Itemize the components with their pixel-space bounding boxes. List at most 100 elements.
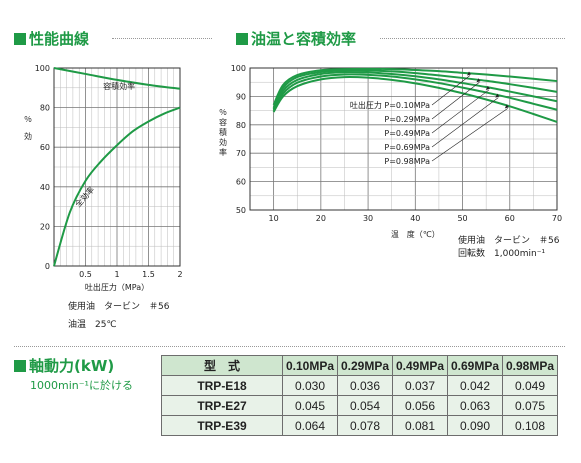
x-axis-label: 温 度（℃）: [391, 229, 440, 239]
table-row: TRP-E18 0.030 0.036 0.037 0.042 0.049: [161, 375, 558, 396]
y-tick-label: 60: [236, 178, 246, 187]
x-tick-label: 1: [114, 270, 119, 279]
left-oil-note: 使用油 タービン ＃56: [68, 302, 170, 312]
oil-temp-title: 油温と容積効率: [236, 28, 356, 49]
y-axis-label: ％: [219, 108, 227, 117]
series-line-5: [272, 75, 558, 123]
x-tick-label: 2: [177, 270, 182, 279]
y-tick-label: 100: [35, 64, 50, 73]
leader-line: [431, 81, 480, 120]
performance-curve-title-text: 性能曲線: [29, 30, 90, 48]
leader-arrow-icon: [485, 85, 490, 90]
shaft-power-title: 軸動力(kW): [14, 355, 114, 376]
table-cell: 0.064: [282, 415, 338, 436]
column-header: 0.10MPa: [282, 355, 338, 376]
table-cell: 0.054: [337, 395, 393, 416]
y-tick-label: 50: [236, 206, 246, 215]
leader-line: [431, 89, 490, 134]
x-tick-label: 60: [505, 214, 515, 223]
table-cell: 0.049: [502, 375, 558, 396]
right-rpm-note: 回転数 1,000min⁻¹: [458, 249, 546, 259]
table-row: TRP-E27 0.045 0.054 0.056 0.063 0.075: [161, 395, 558, 416]
y-tick-label: 60: [40, 143, 50, 152]
x-tick-label: 20: [316, 214, 326, 223]
table-cell: 0.030: [282, 375, 338, 396]
table-cell: 0.056: [392, 395, 448, 416]
y-axis-label: 容: [219, 117, 227, 127]
series-line-1: [272, 67, 558, 106]
table-cell: 0.078: [337, 415, 393, 436]
table-row: TRP-E39 0.064 0.078 0.081 0.090 0.108: [161, 415, 558, 436]
table-cell: 0.036: [337, 375, 393, 396]
x-tick-label: 30: [363, 214, 373, 223]
column-header: 0.69MPa: [447, 355, 503, 376]
right-oil-note: 使用油 タービン ＃56: [458, 236, 560, 246]
plot-frame: [53, 67, 181, 267]
y-axis-label: 率: [219, 147, 227, 157]
leader-arrow-icon: [495, 93, 500, 98]
y-tick-label: 20: [40, 222, 50, 231]
table-cell-model: TRP-E39: [161, 415, 283, 436]
series-line-3: [272, 71, 558, 110]
x-tick-label: 70: [552, 214, 562, 223]
y-axis-label: 効: [219, 137, 227, 147]
column-header: 型 式: [161, 355, 283, 376]
leader-line: [431, 108, 508, 162]
y-tick-label: 40: [40, 183, 50, 192]
shaft-power-table: 型 式 0.10MPa 0.29MPa 0.49MPa 0.69MPa 0.98…: [161, 355, 558, 436]
table-cell: 0.037: [392, 375, 448, 396]
x-tick-label: 0.5: [79, 270, 92, 279]
series-label: P=0.69MPa: [384, 143, 430, 152]
y-axis-label: 積: [219, 127, 227, 137]
series-label: 吐出圧力 P=0.10MPa: [350, 100, 430, 110]
series-label: P=0.29MPa: [384, 115, 430, 124]
series-label: 容積効率: [103, 81, 135, 91]
divider-dots: [112, 38, 212, 39]
column-header: 0.29MPa: [337, 355, 393, 376]
x-tick-label: 40: [410, 214, 420, 223]
table-cell: 0.063: [447, 395, 503, 416]
y-axis-label: ％: [24, 115, 32, 124]
series-label: P=0.98MPa: [384, 157, 430, 166]
y-tick-label: 0: [45, 262, 50, 271]
series-line-overall: [53, 106, 181, 267]
divider-dots: [14, 346, 565, 347]
leader-arrow-icon: [466, 71, 471, 76]
shaft-power-title-text: 軸動力(kW): [29, 357, 115, 375]
title-square-icon: [14, 33, 26, 45]
y-axis-label: 効: [24, 131, 32, 141]
x-tick-label: 10: [269, 214, 279, 223]
leader-line: [431, 75, 471, 106]
oil-temp-title-text: 油温と容積効率: [251, 30, 357, 48]
left-temp-note: 油温 25℃: [68, 320, 117, 330]
table-cell-model: TRP-E18: [161, 375, 283, 396]
series-line-4: [272, 73, 558, 112]
y-tick-label: 80: [40, 104, 50, 113]
y-tick-label: 70: [236, 149, 246, 158]
table-cell: 0.108: [502, 415, 558, 436]
table-cell: 0.090: [447, 415, 503, 436]
table-cell-model: TRP-E27: [161, 395, 283, 416]
oil-temp-chart: 50 60 70 80 90 100 10 20 30 40 50 60 70 温 度（℃） ％容積効率 吐出…: [219, 64, 562, 239]
x-axis-label: 吐出圧力（MPa）: [85, 282, 149, 292]
shaft-power-subtitle: 1000min⁻¹に於ける: [30, 379, 133, 392]
x-tick-label: 50: [457, 214, 467, 223]
x-tick-label: 1.5: [142, 270, 155, 279]
column-header: 0.49MPa: [392, 355, 448, 376]
plot-frame: [249, 67, 558, 211]
performance-curve-title: 性能曲線: [14, 28, 89, 49]
series-line-volumetric: [53, 67, 181, 90]
table-cell: 0.045: [282, 395, 338, 416]
leader-arrow-icon: [476, 78, 481, 83]
series-label: P=0.49MPa: [384, 129, 430, 138]
divider-dots: [380, 38, 565, 39]
y-tick-label: 100: [231, 64, 246, 73]
table-header-row: 型 式 0.10MPa 0.29MPa 0.49MPa 0.69MPa 0.98…: [161, 355, 558, 376]
table-cell: 0.075: [502, 395, 558, 416]
title-square-icon: [236, 33, 248, 45]
column-header: 0.98MPa: [502, 355, 558, 376]
leader-arrow-icon: [504, 104, 509, 109]
series-line-2: [272, 69, 558, 109]
leader-line: [431, 97, 499, 148]
